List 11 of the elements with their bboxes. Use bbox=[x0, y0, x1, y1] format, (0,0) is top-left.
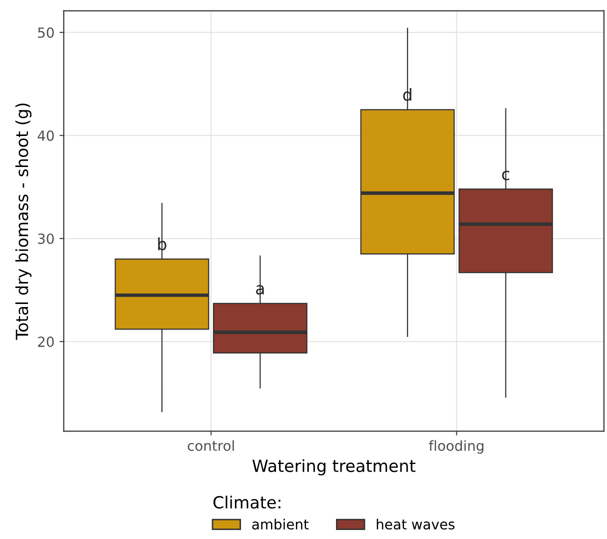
y-tick-label: 30 bbox=[38, 233, 54, 244]
x-axis-title: Watering treatment bbox=[252, 459, 416, 476]
y-tick-label: 20 bbox=[38, 336, 54, 348]
y-axis-title: Total dry biomass - shoot (g) bbox=[15, 104, 32, 340]
y-tick-label: 40 bbox=[38, 130, 54, 141]
legend-title: Climate: bbox=[213, 496, 280, 509]
x-tick-label: flooding bbox=[428, 440, 484, 454]
x-tick-label: control bbox=[188, 440, 234, 451]
legend-label: heat waves bbox=[376, 518, 454, 530]
legend-label: ambient bbox=[252, 518, 309, 530]
y-tick-label: 50 bbox=[38, 27, 54, 38]
